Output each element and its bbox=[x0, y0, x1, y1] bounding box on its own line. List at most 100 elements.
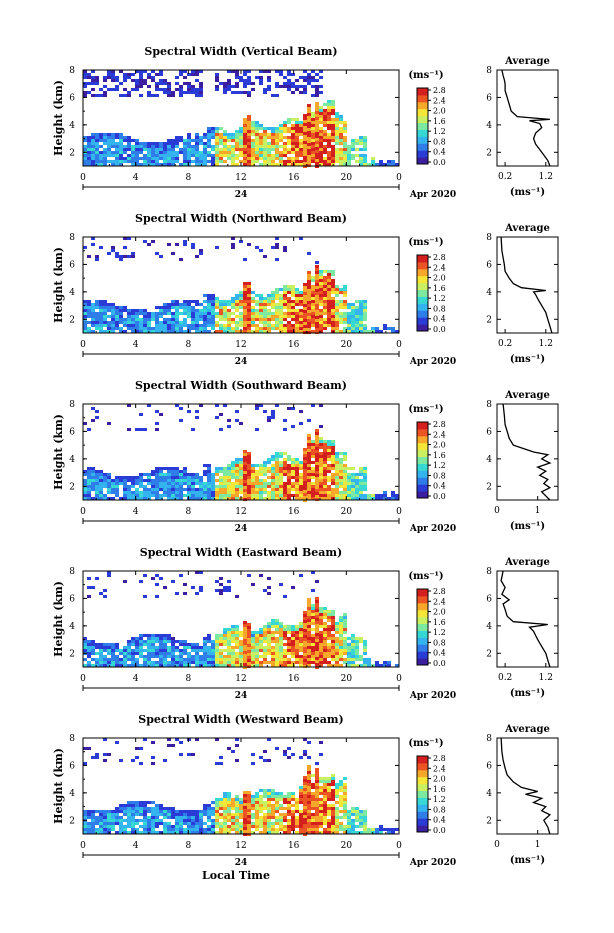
heatmap-cell bbox=[187, 327, 191, 330]
heatmap-cell bbox=[91, 243, 95, 246]
heatmap-cell bbox=[239, 294, 243, 297]
heatmap-cell bbox=[259, 303, 263, 306]
heatmap-cell bbox=[147, 157, 151, 160]
heatmap-cell bbox=[227, 810, 231, 813]
heatmap-cell bbox=[191, 243, 195, 246]
heatmap-cell bbox=[99, 655, 103, 658]
heatmap-cell bbox=[279, 157, 283, 160]
heatmap-cell bbox=[231, 807, 235, 810]
heatmap-cell bbox=[287, 658, 291, 661]
heatmap-streak-cell bbox=[307, 455, 311, 458]
heatmap-cell bbox=[251, 479, 255, 482]
heatmap-cell bbox=[283, 306, 287, 309]
heatmap-cell bbox=[167, 485, 171, 488]
heatmap-streak-cell bbox=[303, 620, 307, 623]
heatmap-cell bbox=[335, 628, 339, 631]
heatmap-cell bbox=[115, 643, 119, 646]
x-tick-label: 16 bbox=[288, 173, 300, 183]
x-tick-label: 8 bbox=[185, 507, 191, 517]
heatmap-cell bbox=[111, 88, 115, 91]
heatmap-cell bbox=[151, 762, 155, 765]
heatmap-cell bbox=[299, 91, 303, 94]
heatmap-cell bbox=[139, 807, 143, 810]
heatmap-cell bbox=[219, 658, 223, 661]
heatmap-cell bbox=[255, 807, 259, 810]
heatmap-cell bbox=[171, 479, 175, 482]
heatmap-cell bbox=[323, 440, 327, 443]
heatmap-streak-cell bbox=[247, 491, 251, 494]
heatmap-cell bbox=[223, 306, 227, 309]
heatmap-cell bbox=[275, 819, 279, 822]
heatmap-cell bbox=[187, 819, 191, 822]
heatmap-cell bbox=[223, 828, 227, 831]
heatmap-cell bbox=[287, 315, 291, 318]
heatmap-cell bbox=[351, 157, 355, 160]
heatmap-streak-cell bbox=[307, 146, 311, 149]
heatmap-cell bbox=[131, 157, 135, 160]
heatmap-cell bbox=[267, 79, 271, 82]
heatmap-cell bbox=[267, 294, 271, 297]
heatmap-cell bbox=[155, 494, 159, 497]
heatmap-cell bbox=[311, 136, 315, 139]
heatmap-cell bbox=[299, 142, 303, 145]
heatmap-cell bbox=[187, 306, 191, 309]
heatmap-cell bbox=[291, 133, 295, 136]
heatmap-cell bbox=[115, 655, 119, 658]
heatmap-cell bbox=[139, 151, 143, 154]
heatmap-cell bbox=[331, 440, 335, 443]
heatmap-cell bbox=[207, 804, 211, 807]
heatmap-cell bbox=[99, 246, 103, 249]
heatmap-cell bbox=[175, 327, 179, 330]
heatmap-cell bbox=[203, 470, 207, 473]
colorbar-tick-label: 2.0 bbox=[433, 107, 446, 116]
heatmap-cell bbox=[219, 813, 223, 816]
heatmap-cell bbox=[91, 145, 95, 148]
heatmap-cell bbox=[243, 82, 247, 85]
heatmap-cell bbox=[331, 643, 335, 646]
heatmap-cell bbox=[315, 94, 319, 97]
heatmap-cell bbox=[339, 467, 343, 470]
heatmap-cell bbox=[335, 485, 339, 488]
heatmap-cell bbox=[259, 491, 263, 494]
heatmap-cell bbox=[255, 822, 259, 825]
heatmap-streak-cell bbox=[243, 621, 247, 624]
colorbar-segment bbox=[417, 95, 428, 102]
heatmap-streak-cell bbox=[307, 464, 311, 467]
heatmap-streak-cell bbox=[315, 450, 319, 453]
heatmap-cell bbox=[231, 476, 235, 479]
heatmap-streak-cell bbox=[303, 451, 307, 454]
heatmap-cell bbox=[147, 828, 151, 831]
heatmap-cell bbox=[227, 649, 231, 652]
heatmap-cell bbox=[155, 816, 159, 819]
heatmap-cell bbox=[239, 142, 243, 145]
heatmap-cell bbox=[171, 252, 175, 255]
heatmap-cell bbox=[331, 160, 335, 163]
heatmap-cell bbox=[351, 312, 355, 315]
heatmap-cell bbox=[195, 816, 199, 819]
heatmap-cell bbox=[263, 157, 267, 160]
heatmap-cell bbox=[355, 306, 359, 309]
heatmap-cell bbox=[255, 655, 259, 658]
heatmap-cell bbox=[311, 142, 315, 145]
heatmap-cell bbox=[319, 658, 323, 661]
heatmap-cell bbox=[231, 160, 235, 163]
heatmap-cell bbox=[143, 485, 147, 488]
colorbar-segment bbox=[417, 457, 428, 464]
heatmap-cell bbox=[231, 461, 235, 464]
heatmap-streak-cell bbox=[307, 116, 311, 119]
heatmap-cell bbox=[339, 470, 343, 473]
heatmap-cell bbox=[319, 276, 323, 279]
heatmap-cell bbox=[375, 327, 379, 330]
heatmap-cell bbox=[323, 491, 327, 494]
heatmap-cell bbox=[83, 747, 87, 750]
heatmap-streak-cell bbox=[243, 145, 247, 148]
heatmap-cell bbox=[223, 816, 227, 819]
heatmap-cell bbox=[219, 649, 223, 652]
heatmap-cell bbox=[119, 479, 123, 482]
heatmap-cell bbox=[223, 151, 227, 154]
heatmap-cell bbox=[279, 154, 283, 157]
heatmap-cell bbox=[219, 157, 223, 160]
heatmap-cell bbox=[259, 127, 263, 130]
heatmap-cell bbox=[111, 309, 115, 312]
heatmap-cell bbox=[279, 461, 283, 464]
